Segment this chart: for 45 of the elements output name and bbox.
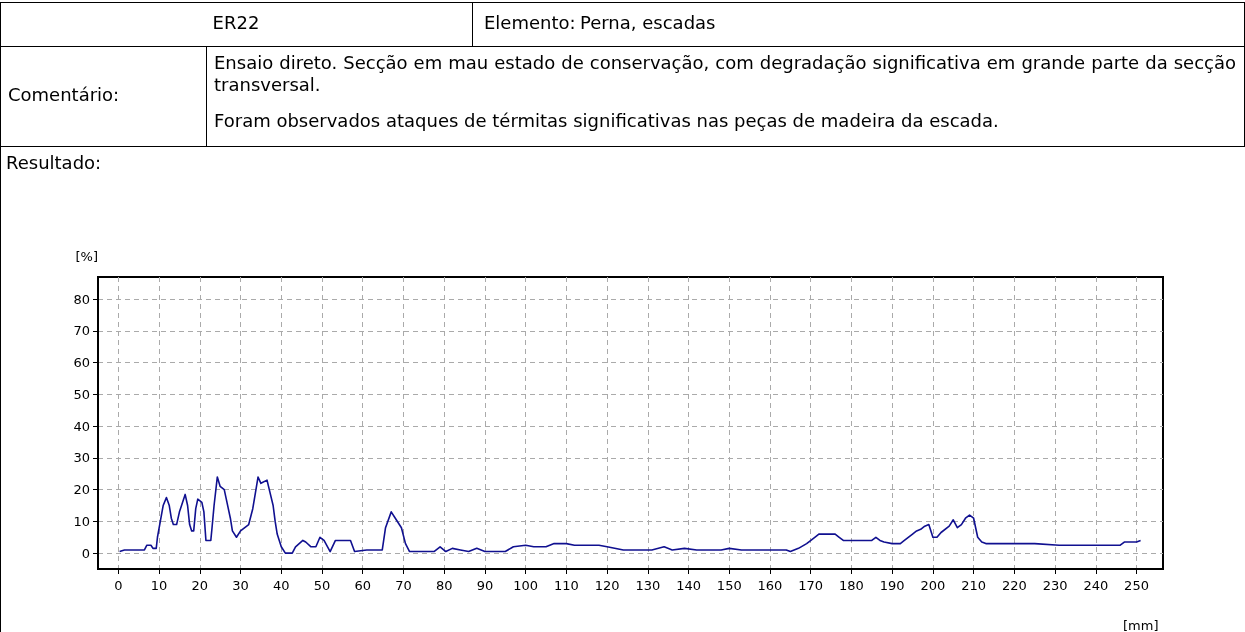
y-tick-label: 70 <box>73 323 90 339</box>
y-tick-label: 80 <box>73 291 90 307</box>
x-tick-label: 110 <box>553 578 579 593</box>
x-axis-title: [mm] <box>1123 618 1159 632</box>
y-tick-label: 0 <box>81 545 90 561</box>
x-tick-label: 0 <box>114 578 123 593</box>
x-tick-label: 230 <box>1042 578 1068 593</box>
y-tick-label: 40 <box>73 418 90 434</box>
x-tick-label: 250 <box>1124 578 1149 593</box>
x-tick-label: 80 <box>435 578 453 593</box>
x-tick-label: 30 <box>232 578 249 593</box>
x-tick-label: 150 <box>716 578 742 593</box>
x-tick-label: 90 <box>476 578 494 593</box>
y-tick-label: 20 <box>73 482 90 498</box>
x-tick-label: 20 <box>191 578 209 593</box>
x-tick-label: 120 <box>594 578 620 593</box>
x-tick-label: 200 <box>920 578 946 593</box>
x-tick-label: 100 <box>513 578 539 593</box>
x-tick-label: 240 <box>1083 578 1109 593</box>
x-tick-label: 130 <box>635 578 661 593</box>
text: Elemento: <box>484 12 576 33</box>
text: Perna, escadas <box>580 12 716 33</box>
x-tick-label: 140 <box>676 578 701 593</box>
x-tick-label: 70 <box>395 578 412 593</box>
x-tick-label: 60 <box>354 578 371 593</box>
line-series <box>118 476 1142 554</box>
x-tick-label: 210 <box>961 578 987 593</box>
text: Comentário: <box>8 84 120 105</box>
text: Ensaio direto. Secção em mau estado de conservação, com degradação significativa em grande parte da secção transversal. <box>214 52 1236 96</box>
x-tick-label: 50 <box>313 578 331 593</box>
y-tick-label: 60 <box>73 355 90 371</box>
y-tick-label: 10 <box>73 513 90 529</box>
y-tick-label: 30 <box>73 450 90 466</box>
chart-title: ER22 <box>211 12 261 33</box>
y-tick-label: 50 <box>73 386 90 402</box>
x-tick-label: 170 <box>798 578 824 593</box>
text: Foram observados ataques de térmitas significativas nas peças de madeira da escada. <box>214 110 1000 131</box>
x-tick-label: 190 <box>879 578 905 593</box>
x-tick-label: 40 <box>273 578 290 593</box>
x-tick-label: 180 <box>839 578 864 593</box>
text: Resultado: <box>6 152 102 173</box>
x-tick-label: 10 <box>150 578 168 593</box>
x-tick-label: 160 <box>757 578 783 593</box>
x-tick-label: 220 <box>1001 578 1027 593</box>
y-axis-title: [%] <box>75 249 98 264</box>
